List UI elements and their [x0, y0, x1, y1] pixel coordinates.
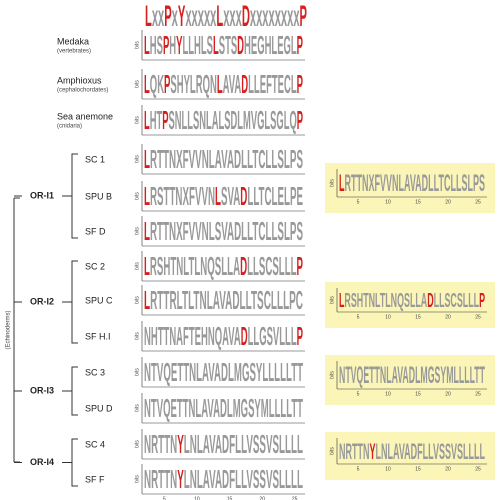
group-bracket	[62, 438, 78, 487]
row-label: SC 2	[85, 261, 105, 271]
row-sublabel: (cephalochordates)	[57, 88, 108, 94]
row-label: SF H.I	[85, 331, 111, 341]
group-label: OR-I2	[30, 296, 54, 306]
sequence-logo: NHTTNAFTEHNQAVADLLGSVLLLP	[144, 323, 303, 351]
x-tick-label: 20	[445, 391, 451, 397]
x-tick-label: 25	[475, 466, 481, 472]
sequence-logo: NRTTNYLNLAVADFLLVSSVSLLLL	[339, 439, 485, 464]
x-tick-label: 25	[475, 391, 481, 397]
row-label: SC 1	[85, 154, 105, 164]
y-axis-label: bits	[134, 296, 140, 304]
y-axis-label: bits	[134, 155, 140, 163]
x-tick-label: 15	[227, 496, 233, 500]
x-tick-label: 5	[357, 199, 360, 205]
row-label: SC 3	[85, 367, 105, 377]
y-axis-label: bits	[329, 371, 335, 379]
x-tick-label: 10	[385, 314, 391, 320]
x-tick-label: 20	[445, 199, 451, 205]
highlight-panel	[325, 355, 495, 405]
y-axis-label: bits	[134, 227, 140, 235]
group-label: OR-I4	[30, 457, 54, 467]
row-sublabel: (cnidaria)	[57, 124, 82, 130]
sequence-logo: NTVQETTNLAVADLMGSYMLLLLTT	[144, 395, 303, 423]
x-tick-label: 5	[357, 466, 360, 472]
row-sublabel: (vertebrates)	[57, 49, 91, 55]
highlight-panel	[325, 282, 495, 328]
row-label: Amphioxus	[57, 75, 102, 85]
sequence-logo: LRTTNXFVVNLSVADLLTCLLSLPS	[144, 218, 303, 246]
y-axis-label: bits	[134, 80, 140, 88]
sequence-logo: NRTTNYLNLAVADFLLVSSVSLLLL	[144, 431, 303, 459]
x-tick-label: 10	[385, 391, 391, 397]
y-axis-label: bits	[134, 475, 140, 483]
highlight-panel	[325, 432, 495, 480]
sequence-logo: LRTTNXFVVNLAVADLLTCLLSLPS	[144, 146, 303, 174]
highlight-panel	[325, 163, 495, 213]
sequence-logo: LRSHTNLTLNQSLLADLLSCSLLLP	[144, 253, 303, 281]
motif: LxxPxYxxxxxLxxxDxxxxxxxxP	[145, 0, 307, 33]
x-tick-label: 10	[194, 496, 200, 500]
row-label: SPU C	[85, 295, 113, 305]
y-axis-label: bits	[329, 447, 335, 455]
row-label: SPU B	[85, 191, 112, 201]
x-tick-label: 15	[415, 199, 421, 205]
x-tick-label: 10	[385, 199, 391, 205]
x-tick-label: 5	[357, 314, 360, 320]
x-tick-label: 15	[415, 314, 421, 320]
sequence-logo: LRSHTNLTLNQSLLADLLSCSLLLP	[339, 290, 485, 312]
row-label: Medaka	[57, 36, 89, 46]
row-label: SF F	[85, 474, 105, 484]
group-label: OR-I3	[30, 385, 54, 395]
y-axis-label: bits	[329, 179, 335, 187]
sequence-logo: NTVQETTNLAVADLMGSYLLLLLTT	[144, 359, 303, 387]
y-axis-label: bits	[134, 368, 140, 376]
sequence-logo: LRTTRLTLTNLAVADLLTSCLLLPC	[144, 287, 303, 315]
row-label: SPU D	[85, 403, 113, 413]
x-tick-label: 25	[475, 199, 481, 205]
sequence-logo: LRSTTNXFVVNLSVADLLTCLELPE	[144, 183, 303, 211]
group-bracket	[62, 366, 78, 416]
sequence-logo: LHSPHYLLHLSLSTSDHEGHLEGLP	[144, 32, 303, 60]
clade-label: (Echinoderms)	[6, 310, 12, 349]
sequence-logo: LQKPSHYLRQNLAVADLLEFTECLP	[144, 71, 303, 99]
sequence-logo: LHTPSNLLSNLALSDLMVGLSGLQP	[144, 107, 303, 135]
x-tick-label: 15	[415, 466, 421, 472]
x-tick-label: 10	[385, 466, 391, 472]
x-tick-label: 20	[445, 314, 451, 320]
row-label: SF D	[85, 226, 106, 236]
y-axis-label: bits	[134, 404, 140, 412]
group-label: OR-I1	[30, 190, 54, 200]
group-bracket	[62, 260, 78, 344]
sequence-logo: LRTTNXFVVNLAVADLLTCLLSLPS	[339, 170, 485, 197]
y-axis-label: bits	[134, 262, 140, 270]
clade-bracket	[13, 197, 20, 463]
group-bracket	[62, 153, 78, 239]
x-tick-label: 5	[357, 391, 360, 397]
row-label: Sea anemone	[57, 111, 113, 121]
y-axis-label: bits	[329, 296, 335, 304]
x-tick-label: 25	[292, 496, 298, 500]
sequence-logo: NRTTNYLNLAVADFLLVSSVSLLLL	[144, 466, 303, 494]
sequence-logo: NTVQETTNLAVADLMGSYMLLLLTT	[339, 362, 485, 389]
y-axis-label: bits	[134, 332, 140, 340]
y-axis-label: bits	[134, 192, 140, 200]
x-tick-label: 15	[415, 391, 421, 397]
row-label: SC 4	[85, 439, 105, 449]
x-tick-label: 5	[163, 496, 166, 500]
x-tick-label: 20	[259, 496, 265, 500]
x-tick-label: 25	[475, 314, 481, 320]
y-axis-label: bits	[134, 116, 140, 124]
y-axis-label: bits	[134, 440, 140, 448]
y-axis-label: bits	[134, 41, 140, 49]
x-tick-label: 20	[445, 466, 451, 472]
